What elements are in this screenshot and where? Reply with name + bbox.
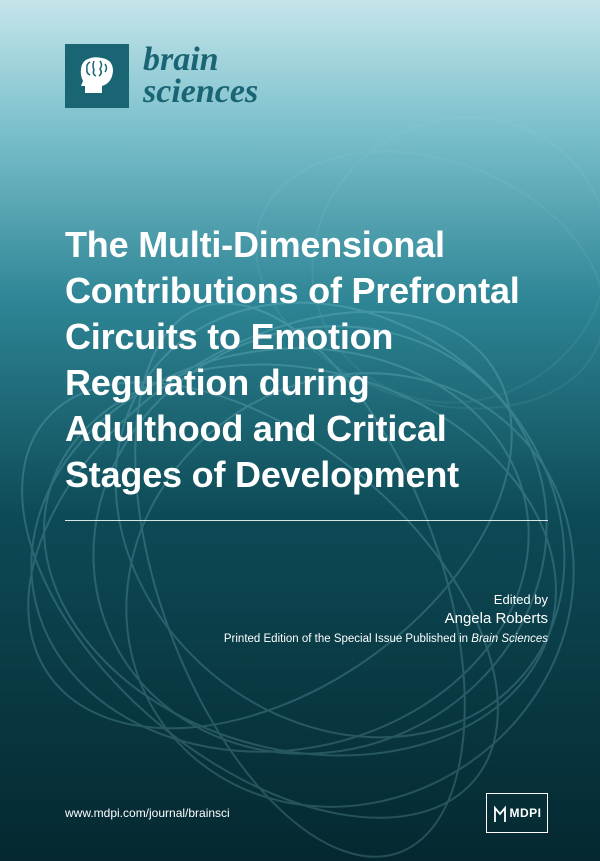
credits-block: Edited by Angela Roberts Printed Edition… xyxy=(224,592,548,645)
printed-edition-line: Printed Edition of the Special Issue Pub… xyxy=(224,633,548,645)
main-title: The Multi-Dimensional Contributions of P… xyxy=(65,222,548,498)
publisher-logo: MDPI xyxy=(486,793,548,833)
edited-by-label: Edited by xyxy=(224,592,548,607)
brain-head-icon xyxy=(72,51,122,101)
journal-logo xyxy=(65,44,129,108)
publisher-name: MDPI xyxy=(510,806,542,820)
journal-name-line1: brain xyxy=(143,44,258,76)
footer-url: www.mdpi.com/journal/brainsci xyxy=(65,806,230,820)
footer: www.mdpi.com/journal/brainsci MDPI xyxy=(65,793,548,833)
journal-name: brain sciences xyxy=(143,44,258,109)
journal-name-line2: sciences xyxy=(143,76,258,108)
printed-journal: Brain Sciences xyxy=(471,633,548,645)
editor-name: Angela Roberts xyxy=(224,610,548,627)
journal-header: brain sciences xyxy=(65,44,258,109)
title-block: The Multi-Dimensional Contributions of P… xyxy=(65,222,548,521)
mdpi-mark-icon xyxy=(493,802,507,824)
printed-prefix: Printed Edition of the Special Issue Pub… xyxy=(224,633,471,645)
title-underline xyxy=(65,520,548,521)
